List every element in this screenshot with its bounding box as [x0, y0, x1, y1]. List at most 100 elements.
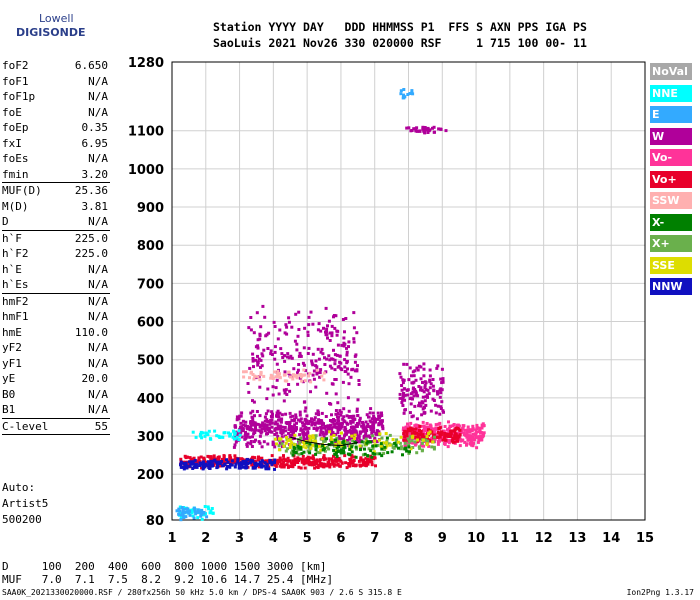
legend-item: NNE [650, 84, 692, 102]
param-value: 6.95 [81, 136, 109, 150]
echo-point [315, 428, 319, 432]
echo-point [435, 433, 439, 437]
echo-point [415, 451, 419, 455]
echo-point [411, 92, 415, 96]
echo-point [407, 428, 410, 432]
param-row: yF1 N/A [2, 356, 110, 372]
echo-point [425, 442, 429, 446]
echo-point [290, 325, 294, 329]
echo-point [276, 337, 280, 341]
echo-point [401, 404, 405, 407]
echo-point [328, 358, 332, 362]
param-row: foF1p N/A [2, 89, 110, 105]
echo-point [465, 432, 469, 435]
echo-point [362, 429, 366, 433]
echo-point [398, 392, 402, 396]
echo-point [334, 378, 338, 381]
echo-point [480, 438, 484, 442]
echo-point [300, 379, 304, 383]
echo-point [447, 439, 451, 442]
echo-point [321, 430, 325, 434]
echo-point [279, 347, 283, 351]
echo-point [428, 374, 432, 378]
echo-point [315, 368, 319, 372]
echo-point [353, 455, 356, 459]
echo-point [350, 459, 354, 463]
echo-point [184, 507, 188, 511]
echo-point [342, 407, 346, 411]
echo-point [369, 428, 373, 432]
echo-point [243, 433, 247, 437]
echo-point [299, 447, 303, 451]
echo-point [258, 414, 262, 418]
echo-point [291, 430, 295, 434]
echo-point [334, 409, 338, 412]
legend-item: Vo- [650, 149, 692, 166]
echo-point [364, 426, 368, 430]
echo-point [436, 431, 440, 434]
echo-point [307, 421, 311, 425]
echo-point [315, 459, 319, 463]
echo-point [430, 427, 434, 431]
param-value: N/A [88, 90, 108, 103]
echo-point [350, 455, 354, 459]
echo-point [338, 354, 342, 358]
echo-point [419, 404, 423, 408]
echo-point [350, 414, 354, 418]
echo-point [179, 465, 183, 469]
echo-point [269, 349, 273, 353]
echo-point [258, 460, 262, 464]
echo-point [302, 437, 306, 441]
echo-point [351, 439, 355, 443]
echo-point [302, 442, 306, 446]
echo-point [289, 428, 293, 432]
echo-point [298, 410, 302, 414]
echo-point [293, 463, 296, 467]
echo-point [302, 363, 306, 367]
echo-point [324, 330, 327, 334]
echo-point [309, 436, 313, 440]
echo-point [334, 392, 338, 396]
echo-point [276, 461, 280, 465]
header-line1: Station YYYY DAY DDD HHMMSS P1 FFS S AXN… [213, 20, 587, 34]
echo-point [384, 432, 388, 435]
echo-point [304, 406, 308, 410]
echo-point [251, 417, 255, 421]
param-row: h`E N/A [2, 262, 110, 278]
echo-point [438, 412, 442, 416]
echo-point [303, 422, 307, 426]
echo-point [457, 427, 461, 431]
echo-point [316, 420, 320, 424]
echo-point [274, 426, 278, 430]
echo-point [277, 438, 281, 442]
echo-point [199, 455, 203, 459]
echo-point [467, 429, 471, 433]
echo-point [267, 331, 271, 335]
param-value: N/A [88, 262, 108, 276]
echo-point [371, 439, 375, 443]
echo-point [258, 423, 262, 427]
echo-point [342, 415, 346, 419]
echo-point [325, 391, 329, 395]
echo-point [348, 443, 352, 447]
echo-point [422, 367, 426, 371]
echo-point [283, 390, 287, 394]
echo-point [333, 419, 337, 423]
param-label: foE [2, 105, 22, 119]
echo-point [424, 395, 428, 399]
echo-point [398, 396, 402, 400]
muf-distance-row: D 100 200 400 600 800 1000 1500 3000 [km… [2, 560, 327, 573]
param-label: fmin [2, 167, 29, 181]
echo-point [263, 427, 267, 431]
echo-point [311, 352, 315, 356]
echo-point [223, 431, 227, 435]
echo-point [416, 368, 420, 372]
x-tick-label: 9 [438, 531, 447, 546]
param-label: hmF2 [2, 294, 29, 308]
echo-point [307, 323, 311, 327]
echo-point [353, 417, 357, 421]
echo-point [256, 354, 259, 358]
echo-point [233, 431, 237, 435]
echo-point [237, 429, 241, 433]
echo-point [300, 457, 304, 461]
